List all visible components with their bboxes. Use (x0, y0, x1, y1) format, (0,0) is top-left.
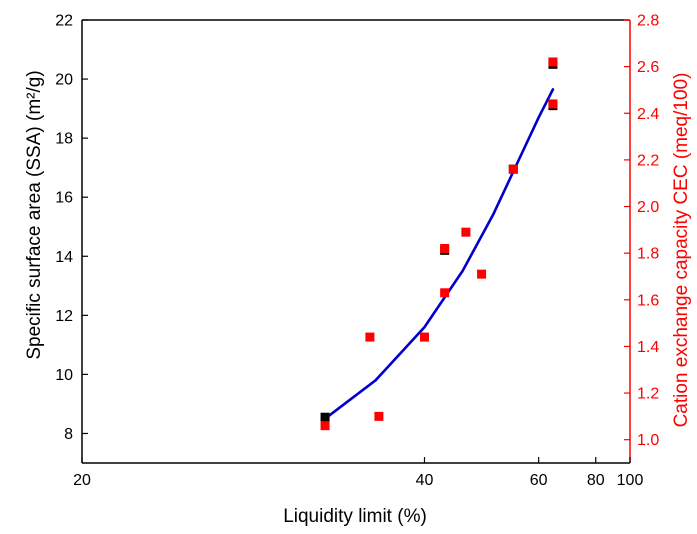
y-tick-label-right: 2.2 (637, 152, 659, 169)
ssa-point (320, 412, 330, 422)
y-tick-label-left: 10 (55, 367, 73, 384)
x-tick-label: 20 (73, 472, 91, 489)
y-tick-label-left: 8 (64, 426, 73, 443)
y-tick-label-left: 16 (55, 190, 73, 207)
fit-line-layer (323, 88, 555, 420)
y-tick-label-left: 18 (55, 131, 73, 148)
cec-point (420, 332, 429, 342)
cec-point (440, 243, 450, 253)
y-tick-label-right: 2.8 (637, 13, 659, 30)
cec-point (374, 411, 384, 421)
cec-point (320, 421, 330, 431)
y-tick-label-right: 1.6 (637, 292, 659, 309)
y-tick-label-right: 1.4 (637, 339, 659, 356)
cec-point (365, 332, 375, 342)
y-tick-label-right: 2.4 (637, 106, 659, 123)
points-layer (320, 57, 558, 431)
ticks-layer: 20 40 60 80 100 8 10 12 14 16 18 20 22 1.0 1.2 1.4 1.6 1.… (55, 13, 659, 490)
fit-line (323, 88, 555, 420)
cec-point (508, 164, 518, 174)
cec-point (440, 288, 450, 298)
y-tick-label-left: 20 (55, 72, 73, 89)
x-axis-label: Liquidity limit (%) (283, 506, 427, 527)
y-tick-label-left: 14 (55, 249, 73, 266)
x-tick-label: 100 (617, 472, 644, 489)
y-tick-label-right: 1.0 (637, 432, 659, 449)
y-tick-label-left: 22 (55, 13, 73, 30)
y-axis-label-right: Cation exchange capacity CEC (meq/100) (671, 73, 692, 428)
y-tick-label-right: 1.8 (637, 246, 659, 263)
y-axis-label-left: Specific surface area (SSA) (m²/g) (24, 70, 45, 359)
cec-point (548, 57, 558, 67)
y-tick-label-right: 2.6 (637, 59, 659, 76)
x-tick-label: 80 (587, 472, 605, 489)
y-tick-label-right: 1.2 (637, 386, 659, 403)
y-tick-label-right: 2.0 (637, 199, 659, 216)
cec-point (548, 99, 558, 109)
cec-point (461, 227, 471, 237)
cec-point (477, 269, 487, 279)
x-tick-label: 40 (416, 472, 434, 489)
x-tick-label: 60 (530, 472, 548, 489)
y-tick-label-left: 12 (55, 308, 73, 325)
